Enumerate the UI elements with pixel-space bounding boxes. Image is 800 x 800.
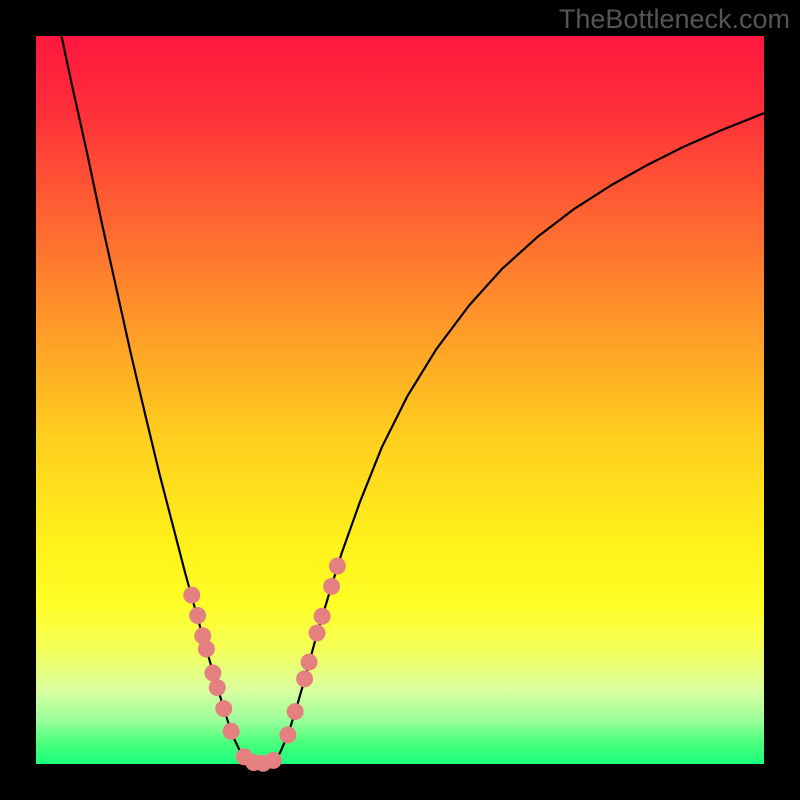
marker-dot-right (323, 578, 340, 595)
marker-dot-right (314, 608, 331, 625)
marker-dot-right (309, 624, 326, 641)
marker-dot-right (279, 726, 296, 743)
marker-dot-left (204, 665, 221, 682)
chart-svg (0, 0, 800, 800)
chart-frame: TheBottleneck.com (0, 0, 800, 800)
watermark-label: TheBottleneck.com (559, 4, 790, 35)
marker-dot-left (183, 587, 200, 604)
plot-area (36, 36, 764, 764)
marker-dot-right (301, 654, 318, 671)
marker-dot-right (296, 670, 313, 687)
marker-dot-left (209, 679, 226, 696)
marker-dot-left (223, 723, 240, 740)
marker-dot-bottom (265, 752, 282, 769)
marker-dot-right (329, 557, 346, 574)
marker-dot-left (198, 640, 215, 657)
marker-dot-left (215, 700, 232, 717)
marker-dot-left (189, 607, 206, 624)
marker-dot-right (287, 703, 304, 720)
